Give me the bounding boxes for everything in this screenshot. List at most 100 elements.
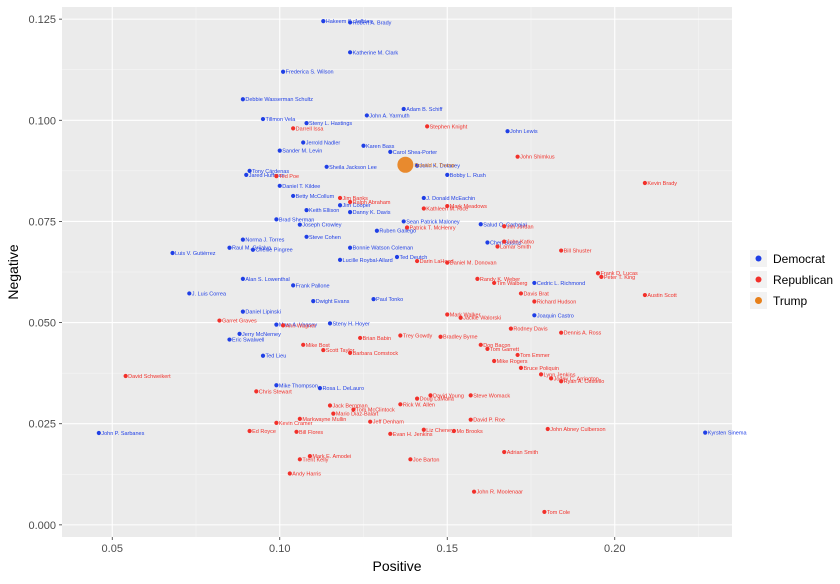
point-label-republican: Doug LaMalfa [420, 397, 455, 403]
point-label-republican: Jodey C. Arrington [554, 376, 599, 382]
point-republican [538, 372, 544, 377]
point-republican [415, 258, 420, 264]
point-republican [599, 274, 604, 279]
point-label-republican: Mark Meadows [450, 204, 488, 210]
point-republican [327, 403, 333, 408]
point-republican [247, 428, 252, 434]
y-tick-label: 0.050 [28, 318, 56, 330]
point-democrat [394, 254, 400, 260]
point-label-republican: Ted Poe [279, 174, 299, 180]
point-republican [348, 350, 353, 356]
point-label-democrat: Ruben Gallego [379, 229, 416, 235]
point-republican [559, 248, 564, 253]
x-axis-title: Positive [372, 558, 421, 574]
point-republican [502, 449, 507, 455]
point-label-republican: Adrian Smith [507, 450, 539, 456]
point-label-republican: Ann Wagner [286, 323, 317, 329]
point-label-republican: Barbara Comstock [353, 351, 399, 357]
point-republican [415, 396, 420, 401]
point-label-democrat: Karen Bass [366, 144, 395, 150]
point-democrat [260, 353, 266, 358]
point-democrat [401, 219, 406, 224]
point-label-democrat: Cedric L. Richmond [537, 281, 585, 287]
point-label-republican: Daniel M. Donovan [450, 261, 497, 267]
point-label-republican: Darin LaHood [420, 259, 454, 265]
point-democrat [445, 172, 450, 178]
point-label-republican: Dennis A. Ross [564, 331, 602, 337]
point-label-republican: Ryan A. Costello [564, 379, 605, 385]
point-label-republican: Lamar Smith [500, 245, 531, 251]
point-democrat [505, 129, 510, 134]
point-democrat [247, 168, 252, 173]
point-label-republican: Ed Royce [252, 429, 276, 435]
point-republican [274, 420, 279, 426]
point-label-republican: Randy K. Weber [480, 277, 520, 283]
point-label-democrat: Marc A. Veasey [279, 323, 317, 329]
point-label-democrat: Daniel T. Kildee [282, 184, 320, 190]
point-republican [518, 365, 524, 370]
point-democrat [297, 222, 302, 227]
point-republican [421, 427, 426, 432]
point-label-democrat: Joseph Crowley [302, 223, 341, 229]
point-label-democrat: Cheri Bustos [490, 240, 522, 246]
point-democrat [281, 69, 286, 74]
point-label-republican: Jim Jordan [507, 224, 534, 230]
point-republican [492, 280, 497, 286]
point-democrat [321, 19, 326, 24]
point-republican [368, 419, 373, 424]
point-label-republican: John Katko [507, 240, 535, 246]
point-label-republican: Brian Babin [363, 336, 391, 342]
point-label-republican: Tom Cole [547, 510, 570, 516]
point-democrat [703, 430, 708, 435]
point-democrat [478, 222, 483, 227]
point-label-republican: Andy Harris [292, 471, 321, 477]
point-label-democrat: Joaquin Castro [537, 313, 574, 319]
point-label-democrat: John A. Yarmuth [369, 113, 409, 119]
point-republican [515, 352, 520, 358]
point-democrat [421, 195, 426, 201]
point-republican [291, 126, 296, 131]
point-republican [358, 335, 363, 341]
point-label-republican: Davis Brat [523, 291, 549, 297]
grid-minor [62, 7, 732, 537]
point-label-republican: Jackie Walorski [463, 316, 501, 322]
x-tick-label: 0.20 [604, 543, 625, 555]
point-label-republican: Rodney Davis [513, 327, 547, 333]
point-democrat [374, 228, 379, 233]
x-tick-label: 0.15 [437, 543, 458, 555]
point-label-republican: Joe Barton [413, 457, 440, 463]
point-republican [485, 346, 490, 351]
point-label-republican: David Schweikert [128, 374, 171, 380]
point-label-republican: Markwayne Mullin [302, 417, 346, 423]
point-label-republican: Kathleen M. Rice [426, 206, 468, 212]
point-republican [351, 407, 356, 412]
point-democrat [371, 297, 376, 302]
point-label-republican: Trent Kelly [302, 457, 328, 463]
legend-key-democrat [755, 255, 762, 262]
point-label-republican: Lynn Jenkins [544, 372, 576, 378]
point-republican [254, 389, 259, 394]
point-label-democrat: Steve Cohen [309, 235, 341, 241]
grid-major [62, 7, 732, 537]
point-label-republican: Bill Shuster [564, 249, 592, 255]
point-label-republican: Mario Diaz-Balart [336, 412, 379, 418]
point-label-democrat: Lucille Roybal-Allard [343, 258, 393, 264]
point-democrat [388, 149, 393, 154]
point-democrat [277, 148, 282, 153]
point-democrat [237, 331, 242, 337]
point-democrat [240, 276, 245, 281]
point-republican [301, 342, 306, 347]
point-democrat [291, 283, 296, 288]
point-democrat [260, 116, 266, 122]
point-label-democrat: Jared Huffman [249, 173, 285, 179]
legend-key-trump [755, 297, 762, 304]
point-republican [458, 315, 463, 320]
point-label-democrat: Dwight Evans [316, 299, 350, 305]
point-republican [321, 347, 326, 353]
point-democrat [227, 337, 232, 342]
point-republican [123, 373, 128, 379]
point-republican [595, 271, 601, 276]
point-label-republican: Trey Gowdy [403, 334, 433, 340]
point-label-democrat: Mike Thompson [279, 383, 318, 389]
